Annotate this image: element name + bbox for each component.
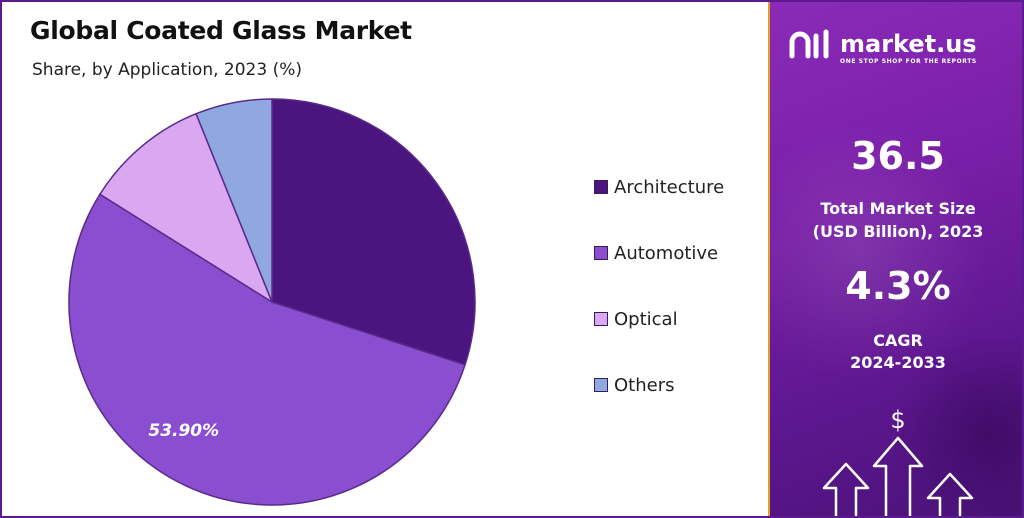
brand-tagline: ONE STOP SHOP FOR THE REPORTS — [840, 58, 977, 65]
legend-label-others: Others — [614, 374, 675, 396]
legend-label-automotive: Automotive — [614, 242, 719, 264]
brand-name: market.us — [840, 30, 977, 58]
pie-slice-optical — [98, 112, 274, 304]
pie-chart: 53.90% — [68, 98, 476, 506]
legend-swatch-automotive — [594, 246, 608, 260]
pie-slice-architecture — [271, 98, 476, 366]
brand-logo: market.us ONE STOP SHOP FOR THE REPORTS — [784, 28, 1014, 68]
pie-slice-automotive — [68, 193, 467, 506]
legend-swatch-others — [594, 378, 608, 392]
cagr-label-line2: 2024-2033 — [850, 353, 946, 372]
chart-subtitle: Share, by Application, 2023 (%) — [32, 60, 302, 80]
legend-label-optical: Optical — [614, 308, 678, 330]
panel-shadow — [890, 332, 1022, 516]
legend-item-architecture: Architecture — [594, 174, 724, 200]
legend-item-optical: Optical — [594, 306, 724, 332]
brand-logo-icon — [789, 29, 829, 59]
arrow-up-right-icon — [926, 472, 974, 516]
summary-panel: market.us ONE STOP SHOP FOR THE REPORTS … — [768, 2, 1022, 516]
data-label-automotive: 53.90% — [148, 421, 219, 441]
legend-label-architecture: Architecture — [614, 176, 725, 198]
chart-title: Global Coated Glass Market — [30, 16, 412, 45]
chart-panel: Global Coated Glass Market Share, by App… — [2, 2, 768, 516]
legend-item-automotive: Automotive — [594, 240, 724, 266]
panel-glow — [770, 122, 990, 382]
market-size-value: 36.5 — [851, 134, 945, 178]
market-size-label-line1: Total Market Size — [820, 199, 976, 218]
legend-swatch-architecture — [594, 180, 608, 194]
legend-item-others: Others — [594, 372, 724, 398]
arrow-up-left-icon — [822, 462, 870, 516]
arrow-up-middle-icon — [872, 436, 924, 516]
legend-swatch-optical — [594, 312, 608, 326]
pie-slice-others — [195, 98, 273, 303]
cagr-value: 4.3% — [845, 264, 951, 308]
cagr-label-line1: CAGR — [873, 331, 923, 350]
dollar-sign-icon: $ — [890, 406, 905, 434]
chart-legend: Architecture Automotive Optical Others — [594, 174, 724, 438]
growth-arrows-icon: $ — [822, 406, 974, 516]
market-size-label-line2: (USD Billion), 2023 — [812, 222, 984, 241]
